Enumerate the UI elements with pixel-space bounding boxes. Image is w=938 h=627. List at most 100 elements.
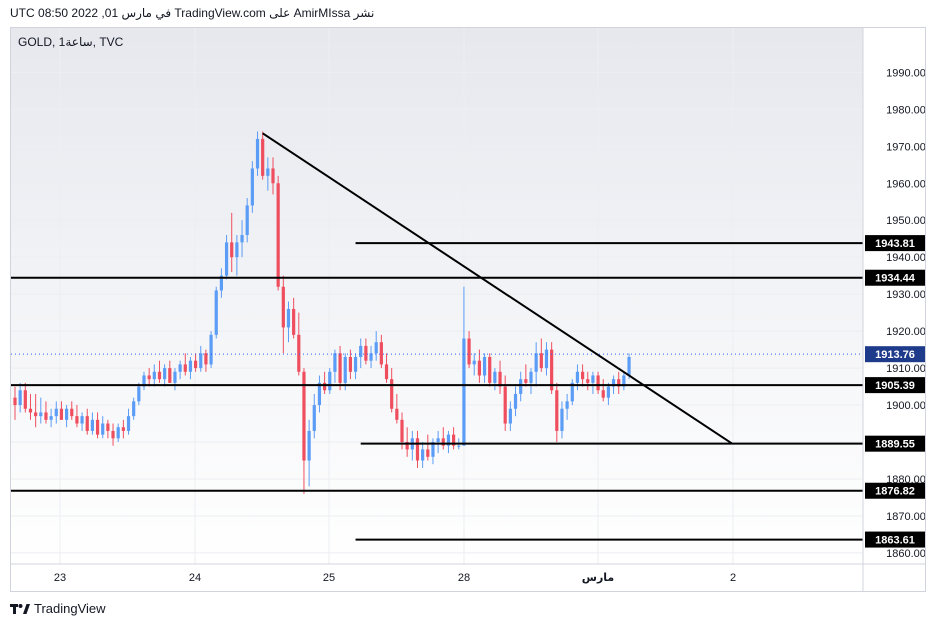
candle-body	[250, 168, 254, 206]
candle-body	[23, 390, 27, 409]
page-title: نشر AmirMIssa على TradingView.com في مار…	[10, 6, 375, 20]
candle-down	[524, 364, 528, 387]
candle-body	[622, 375, 626, 387]
candle-body	[126, 416, 131, 431]
level-price-label: 1863.61	[875, 535, 915, 547]
candle-body	[255, 138, 260, 169]
candle-up	[137, 382, 141, 406]
candle-up	[255, 131, 260, 176]
candle-up	[312, 393, 316, 439]
chart-frame[interactable]: 1860.001870.001880.001890.001900.001910.…	[10, 27, 926, 592]
level-price-badge	[865, 235, 925, 252]
candle-up	[266, 157, 270, 191]
candle-body	[75, 416, 79, 424]
candle-up	[565, 393, 569, 420]
candle-down	[95, 412, 100, 439]
candle-up	[560, 401, 564, 439]
candle-body	[188, 360, 193, 372]
x-tick-label: 24	[189, 572, 201, 584]
candle-body	[90, 419, 94, 431]
candle-down	[204, 349, 208, 372]
tradingview-logo[interactable]: TradingView	[10, 601, 106, 616]
candle-body	[116, 427, 120, 439]
candle-body	[214, 290, 218, 335]
candle-body	[384, 364, 389, 380]
candle-body	[59, 408, 64, 420]
candle-body	[281, 286, 285, 328]
candle-up	[126, 408, 131, 435]
candle-body	[544, 349, 549, 369]
candle-body	[333, 353, 337, 372]
candle-down	[555, 382, 559, 443]
candle-body	[421, 449, 425, 461]
candle-up	[245, 198, 249, 243]
candle-up	[235, 235, 239, 276]
level-price-badge	[865, 435, 925, 452]
candle-down	[34, 393, 38, 428]
candle-body	[379, 342, 383, 365]
candle-body	[95, 419, 100, 435]
x-tick-label: 2	[730, 572, 736, 584]
candle-body	[555, 390, 559, 431]
candle-up	[508, 401, 512, 431]
drawings	[11, 132, 863, 541]
candle-up	[421, 442, 425, 468]
candle-body	[240, 235, 244, 243]
candle-body	[261, 138, 265, 176]
candle-up	[214, 286, 218, 339]
candle-up	[116, 423, 120, 443]
candle-down	[183, 353, 187, 376]
candle-body	[323, 382, 327, 391]
candle-body	[503, 386, 507, 424]
candle-body	[44, 412, 48, 420]
candle-down	[85, 408, 89, 435]
candle-down	[261, 131, 265, 180]
candle-down	[75, 405, 79, 428]
level-price-badge	[865, 377, 925, 394]
candle-up	[199, 345, 203, 372]
candle-body	[591, 375, 595, 383]
candle-body	[611, 379, 616, 387]
candle-up	[544, 342, 549, 376]
plot-background	[11, 28, 863, 564]
candle-down	[384, 353, 389, 383]
candle-body	[353, 356, 358, 372]
candle-body	[581, 371, 585, 380]
x-tick-label: مارس	[582, 572, 614, 584]
candle-down	[379, 334, 383, 369]
candle-body	[230, 242, 234, 258]
candle-up	[224, 235, 229, 280]
candle-up	[18, 382, 22, 413]
candle-down	[297, 312, 301, 376]
x-tick-label: 25	[323, 572, 335, 584]
candle-up	[54, 401, 58, 424]
candle-body	[183, 364, 187, 372]
candle-up	[317, 375, 322, 413]
candle-body	[524, 379, 528, 383]
y-tick-label: 1940.00	[886, 252, 926, 264]
candle-down	[405, 427, 409, 457]
candle-down	[44, 401, 48, 424]
candle-body	[34, 412, 38, 417]
candle-body	[539, 353, 543, 369]
candle-down	[550, 342, 554, 394]
level-price-badge	[865, 482, 925, 499]
candle-up	[359, 338, 363, 369]
candle-down	[70, 401, 74, 420]
y-tick-label: 1920.00	[886, 326, 926, 338]
level-price-label: 1943.81	[875, 238, 915, 250]
candle-up	[65, 405, 69, 428]
candle-up	[142, 371, 146, 391]
candle-body	[317, 382, 322, 406]
candle-body	[493, 371, 497, 383]
candle-body	[446, 434, 451, 446]
candle-up	[286, 301, 291, 343]
candlestick-chart[interactable]: 1860.001870.001880.001890.001900.001910.…	[11, 28, 926, 592]
candle-body	[147, 375, 151, 380]
candle-down	[292, 297, 296, 339]
candle-body	[54, 408, 58, 417]
candle-up	[446, 430, 451, 454]
candle-body	[586, 379, 590, 383]
candle-body	[49, 416, 53, 420]
candle-body	[348, 356, 352, 372]
